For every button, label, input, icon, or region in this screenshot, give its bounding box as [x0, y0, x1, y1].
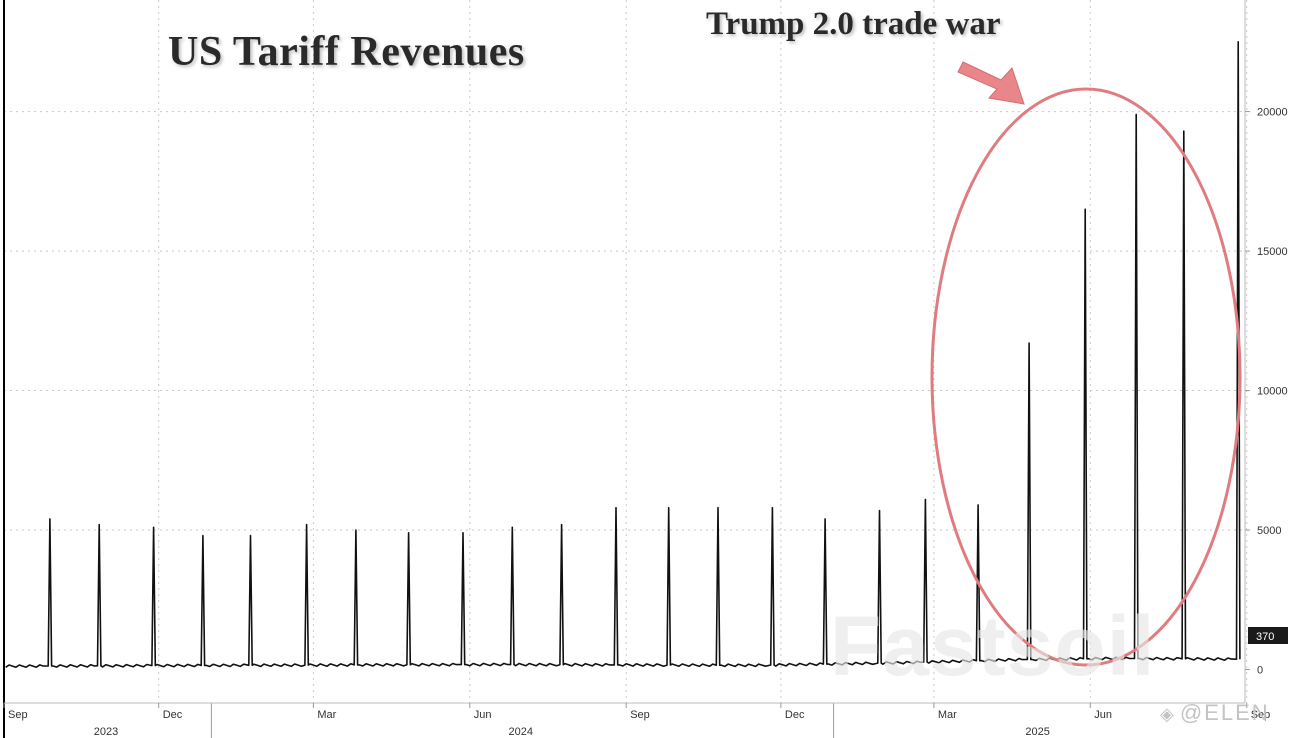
tariff-revenue-line: [5, 41, 1241, 668]
x-tick-label: Dec: [785, 709, 805, 721]
y-tick-label: 20000: [1257, 107, 1288, 119]
y-tick-label: 15000: [1257, 246, 1288, 258]
year-labels: 2023 2024 2025: [94, 726, 1050, 738]
year-label: 2025: [1025, 726, 1049, 738]
y-tick-label: 10000: [1257, 386, 1288, 398]
x-tick-label: Sep: [1251, 709, 1271, 721]
x-axis-ticks: Sep Dec Mar Jun Sep Dec Mar Jun Sep: [3, 703, 1271, 721]
y-axis-ticks: 0 5000 10000 15000 20000: [1245, 107, 1288, 677]
x-tick-label: Mar: [317, 709, 336, 721]
highlight-circle: [930, 87, 1242, 667]
diamond-logo-icon: ◈: [1160, 704, 1176, 724]
watermark-corner-text: @ELEN: [1179, 700, 1270, 725]
x-tick-label: Sep: [8, 709, 28, 721]
year-label: 2023: [94, 726, 118, 738]
x-tick-label: Dec: [163, 709, 183, 721]
y-tick-label: 0: [1257, 665, 1263, 677]
x-tick-label: Mar: [938, 709, 957, 721]
year-separators: [210, 703, 835, 738]
chart-title: US Tariff Revenues: [168, 29, 525, 75]
x-tick-label: Sep: [630, 709, 650, 721]
watermark-corner: ◈ @ELEN: [1160, 700, 1270, 726]
year-label: 2024: [509, 726, 533, 738]
trade-war-annotation: Trump 2.0 trade war: [706, 6, 1001, 42]
last-value-badge: 370: [1248, 627, 1288, 644]
y-tick-label: 5000: [1257, 525, 1281, 537]
x-tick-label: Jun: [474, 709, 492, 721]
series-line: [5, 41, 1241, 668]
last-value-label: 370: [1256, 631, 1274, 643]
arrow-icon: [957, 61, 1025, 105]
x-tick-label: Jun: [1094, 709, 1112, 721]
watermark-large: Fastsoil: [830, 599, 1156, 693]
